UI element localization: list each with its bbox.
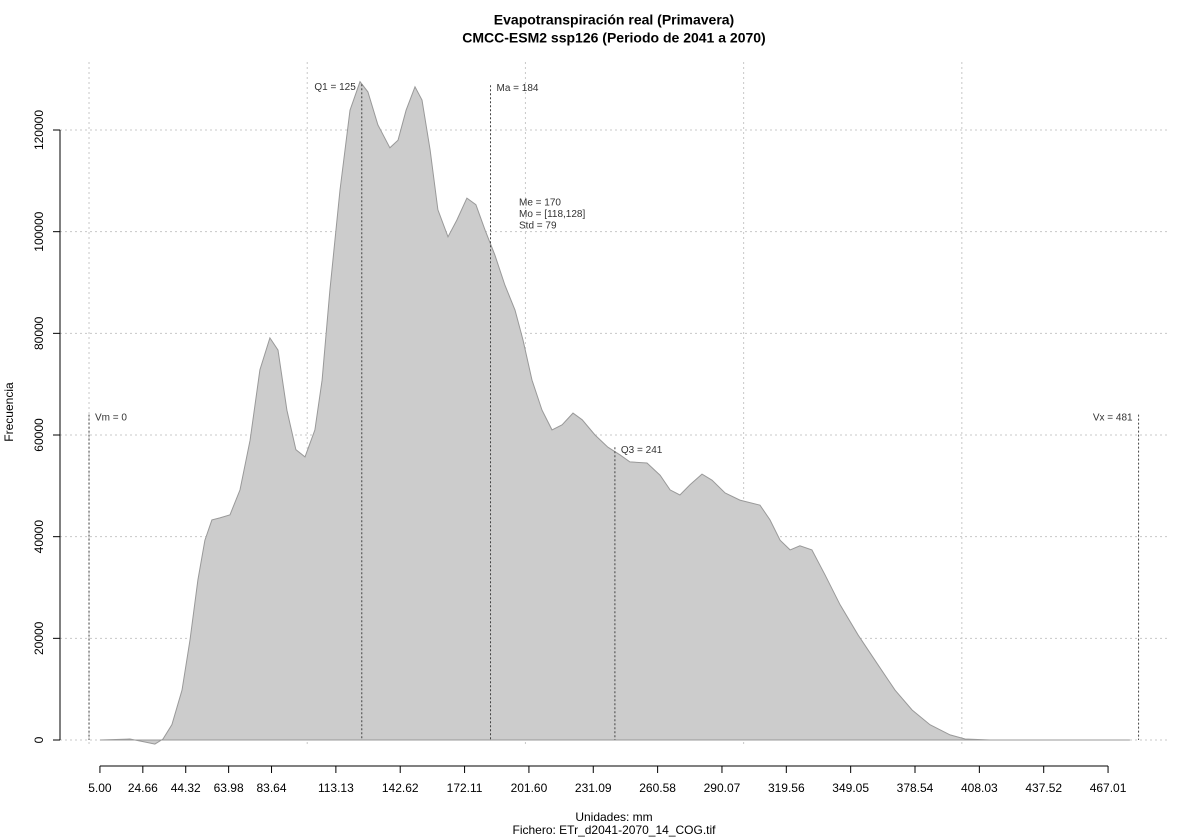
x-tick-label: 290.07 — [704, 781, 741, 795]
reference-label: Vx = 481 — [1093, 412, 1133, 423]
x-tick-label: 142.62 — [382, 781, 419, 795]
x-tick-label: 349.05 — [832, 781, 869, 795]
x-tick-label: 201.60 — [511, 781, 548, 795]
x-tick-label: 408.03 — [961, 781, 998, 795]
x-tick-label: 378.54 — [897, 781, 934, 795]
stat-label: Mo = [118,128] — [519, 209, 585, 220]
caption: Fichero: ETr_d2041-2070_14_COG.tif — [513, 823, 717, 837]
x-tick-label: 231.09 — [575, 781, 612, 795]
reference-label: Q1 = 125 — [314, 82, 356, 93]
reference-label: Ma = 184 — [497, 83, 539, 94]
chart-title: Evapotranspiración real (Primavera) — [494, 12, 734, 28]
y-tick-label: 40000 — [32, 520, 46, 554]
x-tick-label: 24.66 — [128, 781, 158, 795]
y-tick-label: 20000 — [32, 621, 46, 655]
y-tick-label: 100000 — [32, 211, 46, 251]
y-tick-label: 60000 — [32, 418, 46, 452]
y-tick-label: 0 — [32, 736, 46, 743]
x-tick-label: 172.11 — [447, 781, 483, 795]
x-tick-label: 260.58 — [639, 781, 676, 795]
x-tick-label: 319.56 — [768, 781, 805, 795]
y-tick-label: 80000 — [32, 316, 46, 350]
x-tick-label: 113.13 — [318, 781, 354, 795]
y-tick-label: 120000 — [32, 110, 46, 150]
x-tick-label: 83.64 — [257, 781, 287, 795]
x-tick-label: 437.52 — [1025, 781, 1062, 795]
x-axis-label: Unidades: mm — [575, 810, 652, 824]
stat-label: Std = 79 — [519, 221, 557, 232]
x-tick-label: 467.01 — [1090, 781, 1127, 795]
chart-subtitle: CMCC-ESM2 ssp126 (Periodo de 2041 a 2070… — [462, 30, 765, 46]
reference-label: Q3 = 241 — [621, 445, 663, 456]
x-tick-label: 44.32 — [171, 781, 201, 795]
x-tick-label: 63.98 — [214, 781, 244, 795]
x-tick-label: 5.00 — [88, 781, 112, 795]
density-area — [99, 80, 1130, 745]
y-axis-label: Frecuencia — [2, 382, 16, 442]
reference-label: Vm = 0 — [95, 412, 127, 423]
stat-label: Me = 170 — [519, 198, 561, 209]
